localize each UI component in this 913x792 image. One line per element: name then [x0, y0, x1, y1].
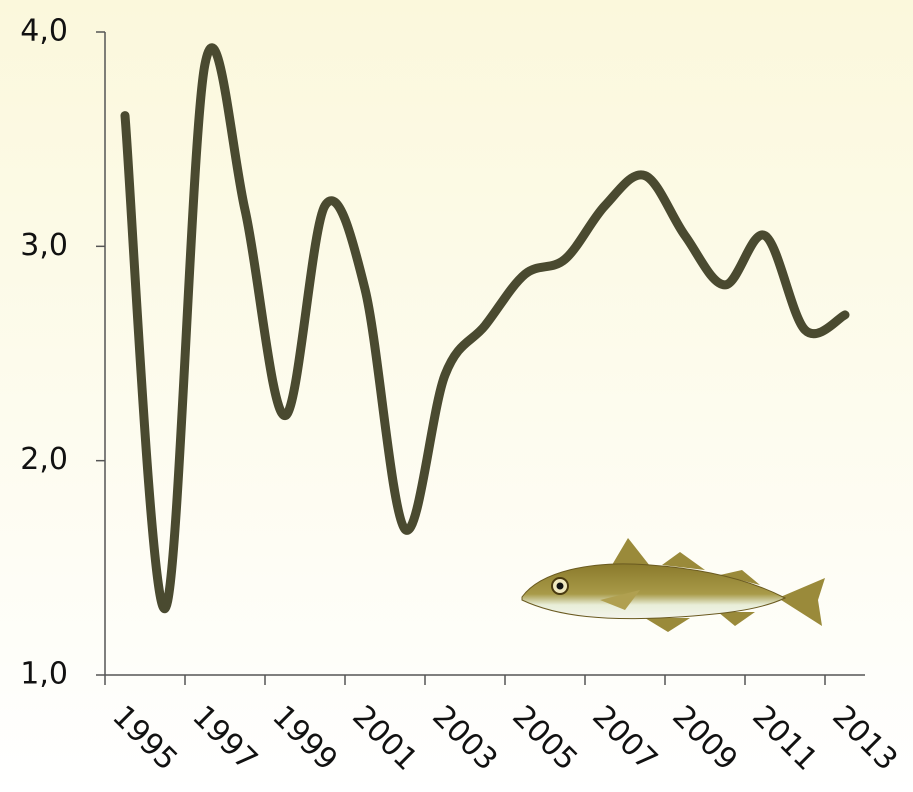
y-tick-label: 4,0 — [20, 14, 68, 49]
data-line — [120, 43, 850, 614]
fish-illustration — [521, 538, 825, 632]
y-tick-label: 2,0 — [20, 442, 68, 477]
y-tick-label: 1,0 — [20, 657, 68, 692]
y-tick-label: 3,0 — [20, 228, 68, 263]
